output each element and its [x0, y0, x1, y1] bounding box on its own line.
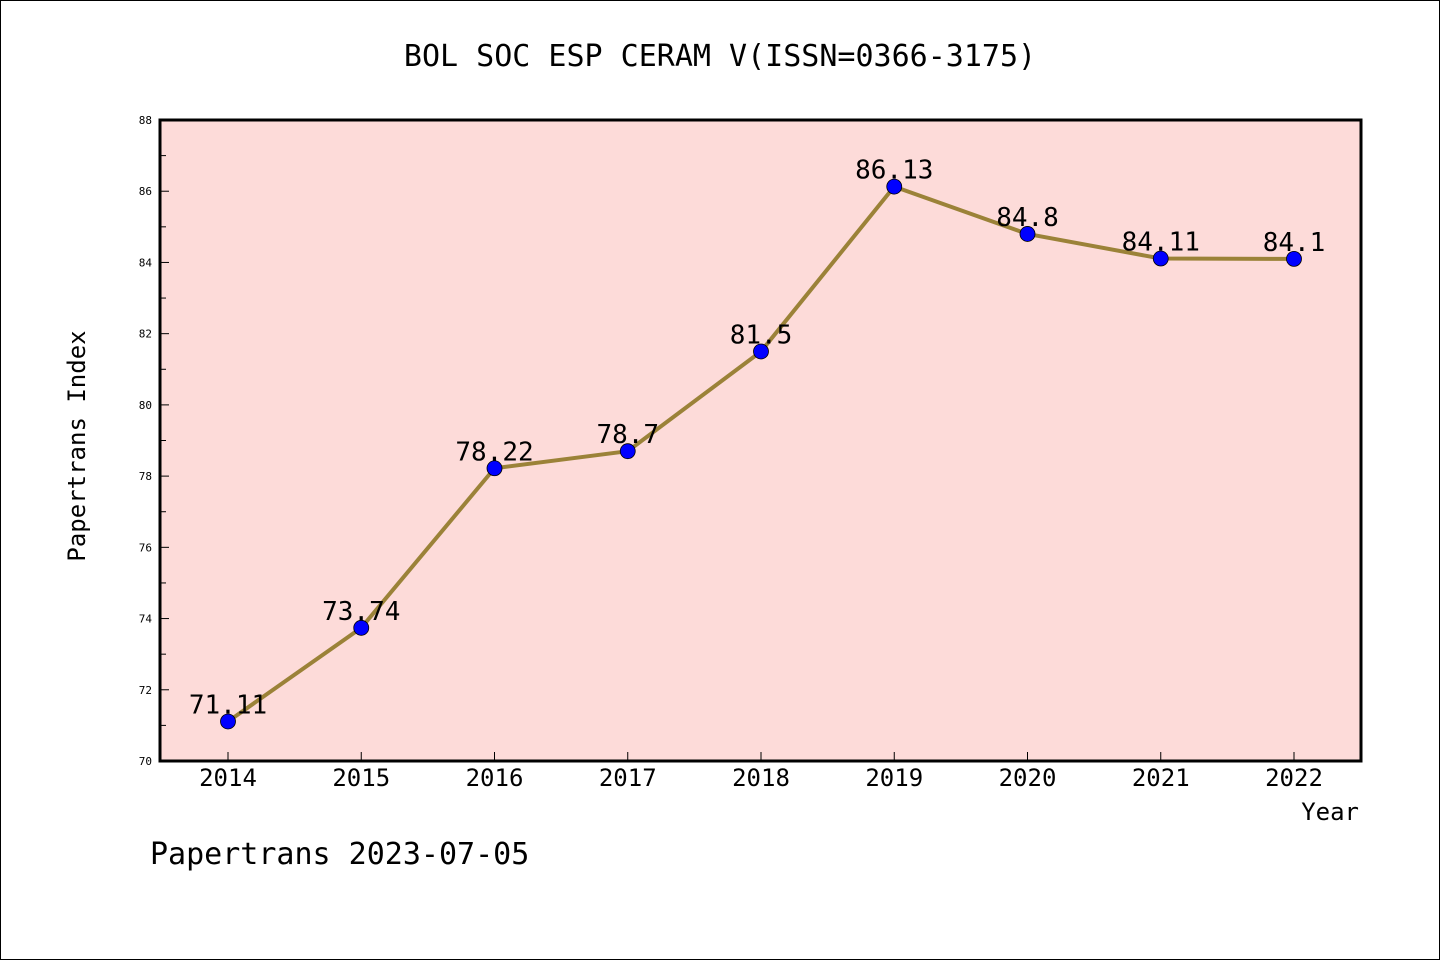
x-tick-label: 2016	[466, 764, 524, 792]
x-tick-label: 2020	[999, 764, 1057, 792]
plot-area	[158, 118, 1363, 763]
data-label: 84.1	[1263, 228, 1326, 258]
y-tick-label: 74	[139, 613, 153, 626]
y-tick-label: 86	[139, 185, 152, 198]
x-tick-label: 2019	[865, 764, 923, 792]
x-tick-label: 2021	[1132, 764, 1190, 792]
y-axis-label: Papertrans Index	[63, 330, 91, 561]
data-point	[486, 460, 503, 477]
data-label: 73.74	[322, 597, 400, 627]
data-point	[886, 178, 903, 195]
data-label: 86.13	[855, 156, 933, 186]
data-label: 84.11	[1122, 228, 1200, 258]
data-point	[1286, 250, 1302, 267]
y-tick-label: 80	[139, 399, 152, 412]
data-label: 81.5	[730, 320, 793, 350]
y-axis: 70 72 74 76 78 80 82 84 86 88	[139, 114, 169, 768]
y-tick-label: 82	[139, 328, 152, 341]
data-point	[353, 619, 370, 636]
x-tick-label: 2015	[332, 764, 390, 792]
y-tick-label: 72	[139, 684, 152, 697]
y-tick-label: 84	[139, 256, 153, 269]
x-tick-label: 2014	[199, 764, 257, 792]
data-point	[1152, 250, 1169, 267]
x-axis-label: Year	[1301, 798, 1359, 826]
data-point	[1019, 226, 1036, 242]
y-tick-label: 70	[139, 755, 152, 768]
data-point	[619, 443, 636, 460]
data-label: 78.7	[596, 420, 659, 450]
x-tick-label: 2017	[599, 764, 657, 792]
chart-title: BOL SOC ESP CERAM V(ISSN=0366-3175)	[404, 39, 1036, 74]
series-group: 71.11 73.74 78.22 78.7 81.5 86.13 84.8 84.11 84.…	[189, 156, 1326, 730]
data-label: 84.8	[996, 203, 1059, 233]
data-label: 78.22	[455, 437, 533, 467]
data-label: 71.11	[189, 690, 267, 720]
data-point	[220, 713, 236, 730]
x-axis: 2014 2015 2016 2017 2018 2019 2020 2021 2022	[199, 752, 1323, 792]
y-tick-label: 76	[139, 541, 152, 554]
x-tick-label: 2018	[732, 764, 790, 792]
y-tick-label: 78	[139, 470, 152, 483]
x-tick-label: 2022	[1265, 764, 1323, 792]
y-tick-label: 88	[139, 114, 152, 127]
data-point	[753, 343, 769, 360]
footer-text: Papertrans 2023-07-05	[150, 837, 529, 872]
